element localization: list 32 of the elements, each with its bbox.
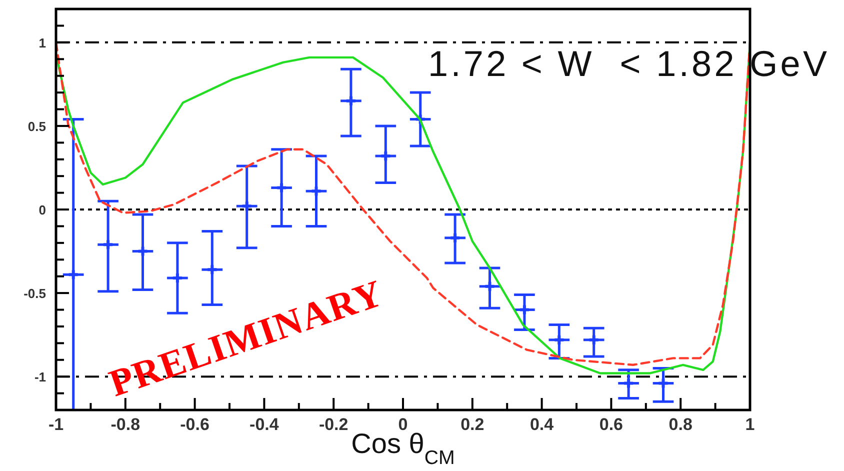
point xyxy=(520,305,529,314)
y-tick-label: 0.5 xyxy=(28,118,46,134)
x-tick-label: 0.2 xyxy=(460,415,484,434)
y-tick-label: 1 xyxy=(38,35,46,50)
y-tick-label: 0 xyxy=(38,202,46,218)
point xyxy=(381,152,390,161)
annotation: 1.72 < W < 1.82 GeV xyxy=(428,43,827,84)
point xyxy=(104,240,113,250)
point xyxy=(138,246,148,256)
point xyxy=(312,186,321,196)
x-tick-label: -0.8 xyxy=(110,415,140,434)
point xyxy=(624,378,634,388)
x-tick-label: 0.6 xyxy=(599,415,624,434)
x-tick-label: -0.6 xyxy=(180,415,210,434)
x-tick-label: -0.4 xyxy=(250,415,280,434)
point xyxy=(485,282,494,291)
point xyxy=(242,202,252,211)
point xyxy=(346,96,356,106)
x-tick-label: 0 xyxy=(398,415,408,434)
point xyxy=(277,183,286,192)
y-tick-label: -1 xyxy=(34,370,46,385)
point xyxy=(208,265,217,274)
y-tick-label: -0.5 xyxy=(24,286,46,302)
x-tick-label: 0.8 xyxy=(668,415,692,434)
x-tick-label: 0.4 xyxy=(530,415,554,434)
x-tick-label: 1 xyxy=(745,415,755,434)
point xyxy=(658,378,668,388)
point xyxy=(68,270,78,280)
point xyxy=(450,233,460,242)
x-tick-label: -0.2 xyxy=(318,415,348,434)
point xyxy=(554,335,564,344)
point xyxy=(589,335,598,344)
